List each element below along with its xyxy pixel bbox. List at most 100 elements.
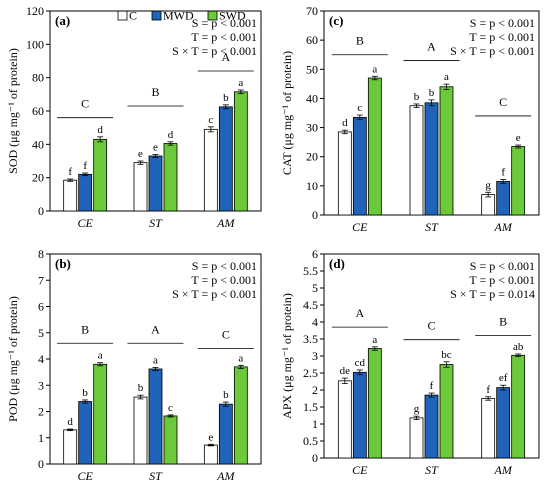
bar: [496, 387, 511, 459]
stats-text: T = p < 0.001: [469, 30, 535, 44]
bar: [163, 143, 178, 212]
significance-letter: e: [138, 148, 143, 160]
y-tick-label: 5: [38, 326, 44, 340]
group-letter: B: [81, 322, 89, 336]
significance-letter: ef: [499, 372, 508, 384]
stats-text: S = p < 0.001: [470, 259, 535, 273]
group-letter: A: [151, 322, 160, 336]
significance-letter: b: [223, 92, 229, 104]
panel-c: 0 10 20 30 40 50 60 70 CAT (μg mg⁻¹ of protein) (…: [280, 4, 540, 234]
significance-letter: g: [414, 403, 420, 415]
legend-swatch-c: [117, 10, 128, 21]
bar: [409, 417, 424, 459]
bar: [93, 138, 108, 212]
significance-letter: b: [82, 387, 88, 399]
significance-letter: a: [238, 77, 243, 89]
bar: [367, 348, 382, 459]
group-letter: C: [427, 319, 435, 333]
legend-label-mwd: MWD: [163, 9, 194, 23]
bar: [496, 181, 511, 216]
group-letter: B: [356, 34, 364, 48]
y-tick-label: 20: [32, 171, 44, 185]
y-tick-label: 1.5: [303, 400, 318, 414]
x-tick-label: ST: [149, 216, 163, 230]
x-tick-label: CE: [352, 463, 368, 477]
bar: [367, 77, 382, 216]
stats-text: S × T = p = 0.014: [450, 287, 535, 301]
significance-letter: d: [67, 416, 73, 428]
bar: [233, 91, 248, 212]
significance-letter: e: [208, 431, 213, 443]
stats-text: S × T = p < 0.001: [172, 44, 257, 58]
stats-text: S = p < 0.001: [192, 259, 257, 273]
bar: [78, 173, 93, 212]
significance-letter: d: [342, 117, 348, 129]
y-tick-label: 120: [26, 4, 44, 18]
stats-text: S × T = p < 0.001: [450, 44, 535, 58]
significance-letter: g: [485, 179, 491, 191]
significance-letter: a: [98, 350, 103, 362]
bar: [481, 398, 496, 459]
y-tick-label: 1: [38, 431, 44, 445]
y-tick-label: 80: [32, 71, 44, 85]
y-tick-label: 3: [38, 378, 44, 392]
y-tick-label: 0: [38, 204, 44, 218]
y-tick-label: 6: [38, 300, 44, 314]
x-tick-label: ST: [425, 220, 439, 234]
x-tick-label: CE: [77, 469, 93, 483]
legend-swatch-mwd: [151, 10, 162, 21]
y-tick-label: 2: [312, 383, 318, 397]
y-tick-label: 5.5: [303, 264, 318, 278]
x-tick-label: ST: [149, 469, 163, 483]
stats-text: S = p < 0.001: [192, 16, 257, 30]
x-tick-label: CE: [352, 220, 368, 234]
x-tick-label: ST: [425, 463, 439, 477]
significance-letter: e: [153, 142, 158, 154]
bar: [218, 403, 233, 465]
group-letter: B: [499, 315, 507, 329]
significance-letter: f: [501, 166, 505, 178]
bar: [233, 366, 248, 465]
x-tick-label: AM: [494, 463, 513, 477]
x-tick-label: AM: [216, 469, 235, 483]
significance-letter: f: [486, 384, 490, 396]
group-letter: C: [222, 328, 230, 342]
bar: [203, 444, 218, 465]
y-tick-label: 40: [306, 91, 318, 105]
y-tick-label: 0: [312, 208, 318, 222]
significance-letter: b: [223, 389, 229, 401]
bar: [133, 162, 148, 212]
y-tick-label: 70: [306, 4, 318, 18]
stats-text: S × T = p < 0.001: [172, 287, 257, 301]
y-tick-label: 100: [26, 37, 44, 51]
bar: [203, 128, 218, 212]
significance-letter: a: [372, 63, 377, 75]
bar: [93, 363, 108, 465]
significance-letter: a: [444, 71, 449, 83]
significance-letter: a: [372, 334, 377, 346]
bar: [163, 415, 178, 465]
stats-text: T = p < 0.001: [191, 273, 257, 287]
y-tick-label: 10: [306, 179, 318, 193]
bar: [511, 146, 526, 216]
significance-letter: ab: [513, 341, 524, 353]
legend-label-swd: SWD: [219, 9, 246, 23]
y-axis-label: CAT (μg mg⁻¹ of protein): [280, 51, 294, 175]
y-tick-label: 8: [38, 247, 44, 261]
y-tick-label: 60: [32, 104, 44, 118]
y-tick-label: 2: [38, 405, 44, 419]
group-letter: A: [221, 50, 230, 64]
y-tick-label: 50: [306, 62, 318, 76]
y-axis-label: APX (μg mg⁻¹ of protein): [280, 293, 294, 419]
panel-b: 0 1 2 3 4 5 6 7 8 POD (μg mg⁻¹ of protein) (b) S = …: [6, 247, 262, 483]
y-tick-label: 20: [306, 150, 318, 164]
significance-letter: de: [340, 365, 351, 377]
bar: [352, 371, 367, 459]
bar: [63, 179, 78, 212]
significance-letter: f: [430, 380, 434, 392]
significance-letter: d: [97, 124, 103, 136]
bar: [78, 401, 93, 465]
significance-letter: b: [429, 87, 435, 99]
y-tick-label: 40: [32, 137, 44, 151]
group-letter: B: [151, 85, 159, 99]
